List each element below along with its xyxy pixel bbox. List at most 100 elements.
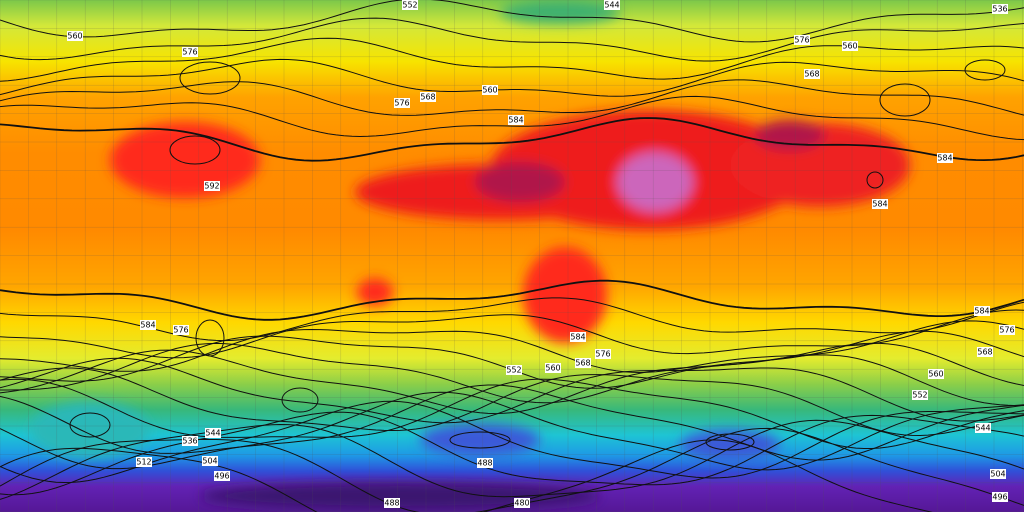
contour-label: 488 <box>384 499 399 508</box>
contour-line <box>0 17 1024 62</box>
contour-label: 504 <box>202 457 217 466</box>
contour-label-bg <box>182 436 198 446</box>
contour-label-bg <box>570 332 586 342</box>
contour-label-bg <box>912 390 928 400</box>
contour-label: 560 <box>482 86 497 95</box>
contour-label: 504 <box>990 470 1005 479</box>
contour-label: 552 <box>506 366 521 375</box>
contour-line <box>0 384 1024 461</box>
contour-label: 544 <box>205 429 220 438</box>
contour-label: 592 <box>204 182 219 191</box>
contour-line <box>0 419 1024 500</box>
contour-label-bg <box>67 31 83 41</box>
contour-label: 576 <box>595 350 610 359</box>
contour-label-bg <box>928 369 944 379</box>
contour-label: 576 <box>794 36 809 45</box>
contour-label: 544 <box>604 1 619 10</box>
contour-label: 584 <box>508 116 523 125</box>
contour-label: 560 <box>545 364 560 373</box>
contour-label: 560 <box>842 42 857 51</box>
contour-label: 488 <box>477 459 492 468</box>
contour-label-bg <box>205 428 221 438</box>
warm-anomalies <box>30 0 910 510</box>
contour-label: 584 <box>937 154 952 163</box>
contour-line <box>0 0 1024 43</box>
contour-label: 584 <box>140 321 155 330</box>
contour-line <box>0 367 1024 437</box>
contour-label-bg <box>136 457 152 467</box>
contour-label-bg <box>937 153 953 163</box>
contour-label-bg <box>394 98 410 108</box>
contour-line <box>0 391 1024 471</box>
contour-label-bg <box>508 115 524 125</box>
contour-line <box>0 378 1024 449</box>
contour-line <box>0 79 1024 116</box>
contour-label-bg <box>604 0 620 10</box>
contour-line <box>0 411 1024 496</box>
contour-line <box>0 320 1024 374</box>
contour-label-bg <box>794 35 810 45</box>
contour-label-bg <box>506 365 522 375</box>
contour-label-bg <box>202 456 218 466</box>
contour-line <box>0 439 933 512</box>
contour-label-bg <box>182 47 198 57</box>
contour-line <box>0 427 1024 512</box>
closed-contour <box>195 319 225 357</box>
contour-labels: 552 544 536 560 576 568 576 560 584 592 584 584 576 5… <box>67 0 1015 508</box>
closed-contour <box>169 135 221 165</box>
contour-line <box>0 309 1024 359</box>
contour-label-bg <box>140 320 156 330</box>
contour-line <box>0 95 1024 141</box>
contour-label: 536 <box>182 437 197 446</box>
closed-contour <box>69 412 111 438</box>
contour-label-bg <box>477 458 493 468</box>
contour-label: 568 <box>420 93 435 102</box>
contour-line <box>0 279 1024 321</box>
closed-contour <box>866 171 884 189</box>
contour-label: 544 <box>975 424 990 433</box>
contour-label-bg <box>173 325 189 335</box>
contour-label: 480 <box>514 499 529 508</box>
closed-contour <box>449 431 511 449</box>
contour-label: 584 <box>974 307 989 316</box>
contour-label-bg <box>420 92 436 102</box>
contour-label: 576 <box>394 99 409 108</box>
contour-line <box>0 349 1024 415</box>
contour-label: 512 <box>136 458 151 467</box>
contour-label: 568 <box>575 359 590 368</box>
contour-label: 576 <box>173 326 188 335</box>
contour-label-bg <box>482 85 498 95</box>
closed-contour <box>281 387 319 413</box>
contour-label-bg <box>595 349 611 359</box>
contour-label: 568 <box>804 70 819 79</box>
contour-label: 584 <box>872 200 887 209</box>
contour-label-bg <box>999 325 1015 335</box>
contour-label-bg <box>872 199 888 209</box>
contour-label-bg <box>384 498 400 508</box>
contour-label-bg <box>977 347 993 357</box>
contour-line <box>0 400 1024 484</box>
contour-label-bg <box>992 4 1008 14</box>
contour-label: 568 <box>977 348 992 357</box>
contour-label: 496 <box>214 472 229 481</box>
contour-label-bg <box>974 306 990 316</box>
contour-label: 576 <box>182 48 197 57</box>
contour-label: 584 <box>570 333 585 342</box>
contour-label: 560 <box>928 370 943 379</box>
closed-contour <box>879 83 931 117</box>
contour-label-bg <box>990 469 1006 479</box>
contour-label-bg <box>992 492 1008 502</box>
contour-label-bg <box>842 41 858 51</box>
contour-line <box>0 117 1024 162</box>
contour-label: 552 <box>912 391 927 400</box>
contour-label: 560 <box>67 32 82 41</box>
closed-contour <box>705 433 755 451</box>
contour-label-bg <box>975 423 991 433</box>
contour-label: 576 <box>999 326 1014 335</box>
contour-label-bg <box>575 358 591 368</box>
closed-contour <box>964 59 1006 81</box>
contour-label-bg <box>545 363 561 373</box>
contour-label-bg <box>214 471 230 481</box>
